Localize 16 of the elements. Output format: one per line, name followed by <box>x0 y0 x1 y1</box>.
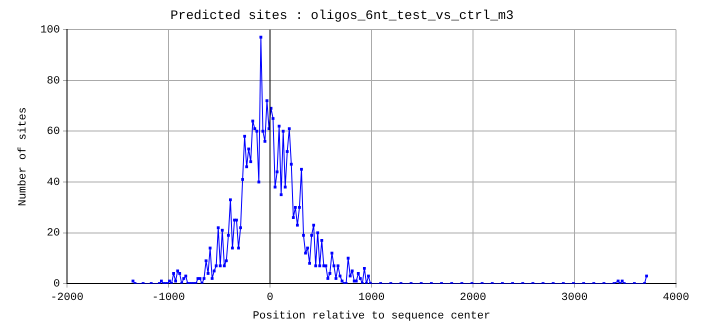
x-tick-label: 1000 <box>358 292 385 304</box>
y-tick-label: 20 <box>46 228 60 240</box>
y-tick-label: 0 <box>53 278 60 291</box>
y-axis-title: Number of sites <box>18 107 30 206</box>
x-tick-label: 4000 <box>662 292 690 304</box>
y-tick-label: 40 <box>46 176 60 189</box>
chart-title: Predicted sites : oligos_6nt_test_vs_ctrl_m3 <box>170 8 514 24</box>
x-tick-label: 2000 <box>460 292 486 304</box>
x-axis-title: Position relative to sequence center <box>252 310 490 322</box>
y-tick-label: 80 <box>46 75 60 88</box>
x-tick-label: -2000 <box>50 292 84 304</box>
y-tick-label: 60 <box>46 126 60 138</box>
x-tick-label: -1000 <box>152 292 186 304</box>
x-tick-label: 3000 <box>561 292 588 304</box>
x-tick-label: 0 <box>266 292 274 304</box>
y-tick-label: 100 <box>40 24 60 37</box>
